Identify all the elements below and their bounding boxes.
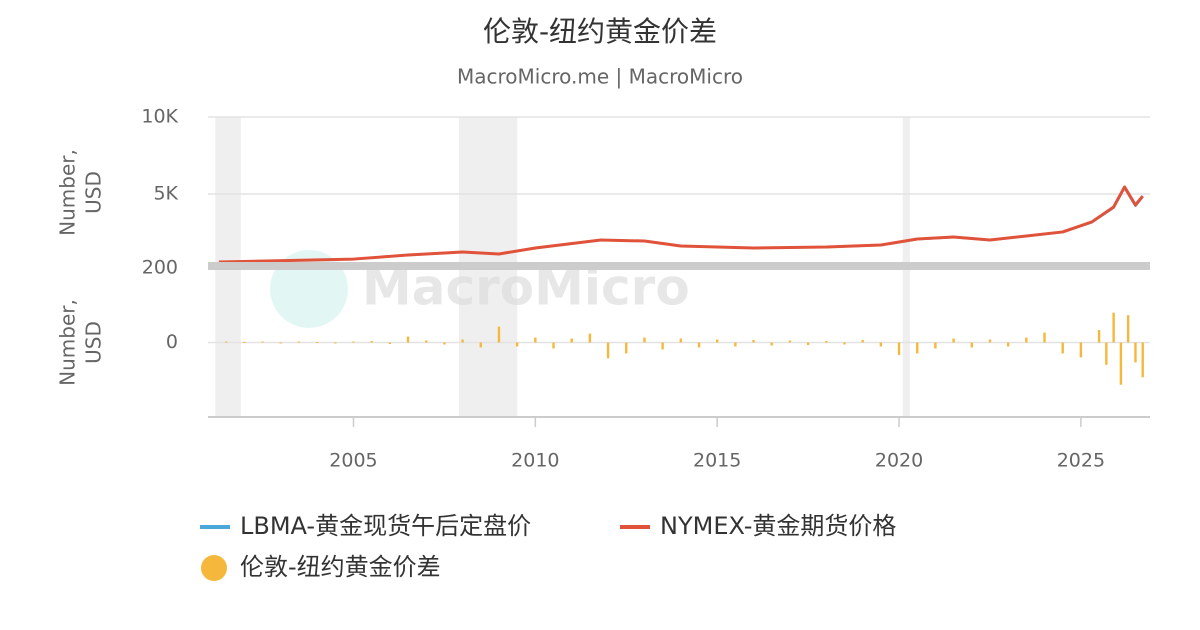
bar — [515, 342, 519, 347]
line-series — [218, 187, 1144, 264]
bar — [770, 342, 773, 346]
legend-label: LBMA-黄金现货午后定盘价 — [240, 512, 531, 540]
x-tick-label: 2005 — [329, 450, 377, 472]
bar — [352, 341, 355, 343]
bar — [388, 342, 392, 344]
bar — [788, 340, 792, 343]
bar — [825, 341, 828, 343]
bar — [370, 341, 373, 343]
bar — [643, 337, 646, 343]
bar — [1141, 342, 1144, 378]
bar — [697, 342, 701, 348]
bar — [606, 342, 610, 359]
legend-swatch — [201, 555, 227, 581]
bar — [1025, 337, 1028, 343]
y-axis-label: Number, — [56, 149, 80, 236]
line-series — [218, 185, 1144, 264]
bar — [406, 336, 410, 343]
chart-title: 伦敦-纽约黄金价差 — [483, 15, 717, 48]
bar — [625, 342, 628, 354]
bar — [479, 342, 482, 348]
y-tick-label: 10K — [141, 106, 178, 128]
bar — [279, 342, 282, 344]
bar — [715, 339, 719, 343]
bar — [879, 342, 883, 347]
bar — [443, 342, 446, 345]
bar — [1119, 342, 1123, 385]
bar — [916, 342, 919, 354]
bar — [752, 340, 755, 343]
y-tick-label: 0 — [166, 331, 178, 353]
bar — [261, 341, 264, 343]
x-tick-label: 2020 — [875, 450, 923, 472]
y-axis-label: USD — [82, 321, 106, 364]
bar — [224, 341, 228, 343]
bar — [1134, 342, 1137, 363]
bar — [661, 342, 664, 350]
bar — [297, 341, 301, 343]
bar — [1079, 342, 1083, 358]
y-tick-label: 200 — [142, 257, 178, 279]
bar — [497, 326, 501, 343]
bar — [970, 342, 973, 348]
chart-subtitle: MacroMicro.me | MacroMicro — [457, 65, 743, 89]
legend-label: NYMEX-黄金期货价格 — [660, 512, 896, 540]
bar — [1126, 315, 1130, 343]
bar — [1097, 330, 1101, 343]
bar — [1061, 342, 1064, 354]
bar — [897, 342, 901, 355]
legend-label: 伦敦-纽约黄金价差 — [240, 553, 441, 581]
bar — [1112, 312, 1115, 343]
bar — [552, 342, 555, 349]
bar — [861, 340, 864, 343]
y-axis-label: Number, — [56, 299, 80, 386]
bar — [934, 342, 937, 349]
bar — [843, 342, 846, 345]
x-tick-label: 2015 — [693, 450, 741, 472]
bar — [461, 339, 464, 343]
x-tick-label: 2025 — [1057, 450, 1105, 472]
bar — [988, 339, 992, 343]
y-axis-label: USD — [82, 171, 106, 214]
bar — [1006, 342, 1010, 347]
bar — [734, 342, 737, 347]
bar — [315, 342, 319, 344]
bar — [570, 338, 573, 343]
panel-separator — [208, 262, 1150, 270]
bar — [679, 338, 683, 343]
bar — [534, 337, 537, 343]
bar — [806, 342, 810, 345]
bar — [334, 342, 337, 344]
bar — [425, 340, 428, 343]
bar — [952, 338, 955, 343]
bar — [243, 342, 246, 344]
y-tick-label: 5K — [153, 183, 178, 205]
x-tick-label: 2010 — [511, 450, 559, 472]
bar — [588, 333, 592, 343]
bar — [1105, 342, 1108, 365]
bar — [1043, 332, 1046, 343]
